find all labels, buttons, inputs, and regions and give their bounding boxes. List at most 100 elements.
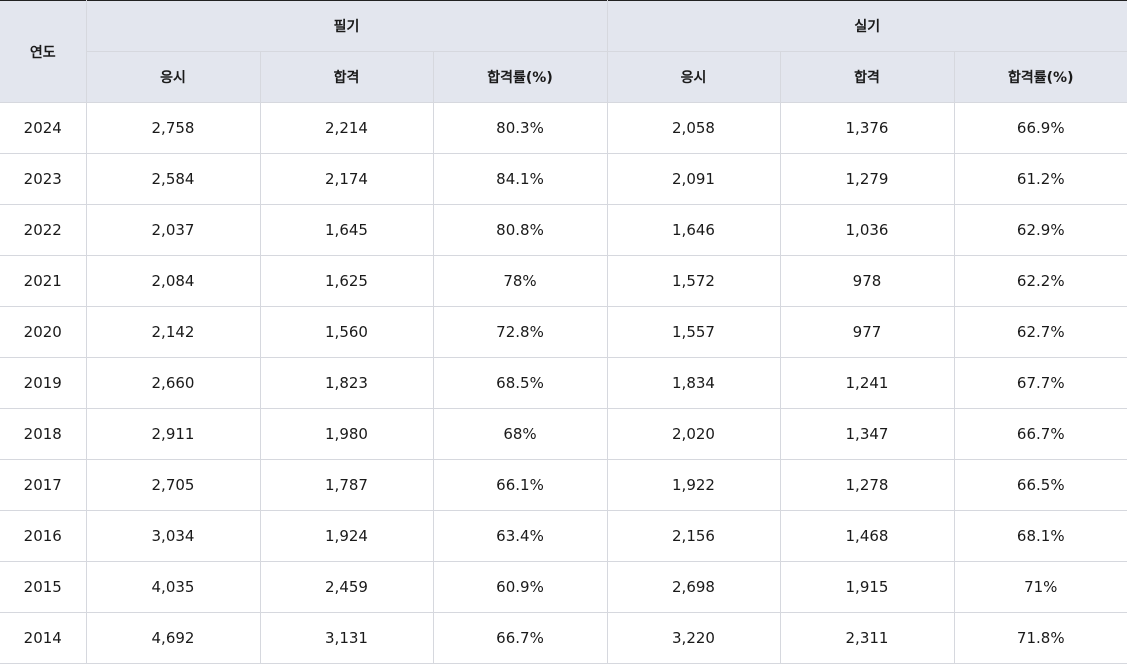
year-cell: 2014 [0, 612, 87, 664]
written-passed-cell: 1,823 [259, 357, 434, 409]
written-passed-header: 합격 [259, 51, 434, 103]
header-group-row: 연도 필기 실기 [0, 0, 1127, 103]
written-pass-rate-header: 합격률(%) [432, 51, 608, 103]
year-cell: 2019 [0, 357, 87, 409]
year-cell: 2015 [0, 561, 87, 613]
year-cell: 2016 [0, 510, 87, 562]
table-row: 2022 2,037 1,645 80.8% 1,646 1,036 62.9% [0, 204, 1127, 256]
year-cell: 2017 [0, 459, 87, 511]
table-row: 2021 2,084 1,625 78% 1,572 978 62.2% [0, 255, 1127, 307]
written-applicants-cell: 2,758 [85, 102, 261, 154]
practical-applicants-cell: 1,646 [606, 204, 781, 256]
table-row: 2016 3,034 1,924 63.4% 2,156 1,468 68.1% [0, 510, 1127, 562]
written-pass-rate-cell: 84.1% [432, 153, 608, 205]
written-passed-cell: 1,625 [259, 255, 434, 307]
practical-passed-cell: 1,279 [779, 153, 955, 205]
table-header: 연도 필기 실기 응시 합격 합격률(%) 응시 합격 합격률(%) [0, 0, 1127, 103]
practical-pass-rate-cell: 66.5% [953, 459, 1127, 511]
practical-pass-rate-cell: 67.7% [953, 357, 1127, 409]
practical-passed-cell: 1,376 [779, 102, 955, 154]
table-row: 2023 2,584 2,174 84.1% 2,091 1,279 61.2% [0, 153, 1127, 205]
practical-pass-rate-cell: 66.7% [953, 408, 1127, 460]
written-exam-header: 필기 [85, 0, 608, 52]
practical-applicants-header: 응시 [606, 51, 781, 103]
written-applicants-header: 응시 [86, 51, 261, 103]
header-column-row: 응시 합격 합격률(%) 응시 합격 합격률(%) [0, 51, 1127, 103]
practical-passed-cell: 1,278 [779, 459, 955, 511]
practical-pass-rate-cell: 61.2% [953, 153, 1127, 205]
written-pass-rate-cell: 68.5% [432, 357, 608, 409]
written-applicants-cell: 2,142 [85, 306, 261, 358]
table-row: 2017 2,705 1,787 66.1% 1,922 1,278 66.5% [0, 459, 1127, 511]
written-applicants-cell: 2,705 [85, 459, 261, 511]
written-passed-cell: 1,980 [259, 408, 434, 460]
table-row: 2020 2,142 1,560 72.8% 1,557 977 62.7% [0, 306, 1127, 358]
written-applicants-cell: 2,660 [85, 357, 261, 409]
practical-passed-header: 합격 [779, 51, 955, 103]
year-header: 연도 [0, 0, 87, 103]
practical-pass-rate-cell: 62.7% [953, 306, 1127, 358]
year-cell: 2018 [0, 408, 87, 460]
written-passed-cell: 2,214 [259, 102, 434, 154]
written-pass-rate-cell: 63.4% [432, 510, 608, 562]
written-applicants-cell: 2,084 [85, 255, 261, 307]
practical-passed-cell: 2,311 [779, 612, 955, 664]
practical-applicants-cell: 2,698 [606, 561, 781, 613]
written-passed-cell: 1,645 [259, 204, 434, 256]
written-passed-cell: 2,459 [259, 561, 434, 613]
practical-applicants-cell: 2,156 [606, 510, 781, 562]
practical-pass-rate-cell: 68.1% [953, 510, 1127, 562]
practical-passed-cell: 1,468 [779, 510, 955, 562]
practical-passed-cell: 978 [779, 255, 955, 307]
practical-applicants-cell: 3,220 [606, 612, 781, 664]
year-cell: 2024 [0, 102, 87, 154]
practical-applicants-cell: 1,572 [606, 255, 781, 307]
practical-pass-rate-cell: 66.9% [953, 102, 1127, 154]
written-applicants-cell: 4,035 [85, 561, 261, 613]
written-passed-cell: 3,131 [259, 612, 434, 664]
practical-applicants-cell: 2,091 [606, 153, 781, 205]
table-row: 2014 4,692 3,131 66.7% 3,220 2,311 71.8% [0, 612, 1127, 664]
year-cell: 2021 [0, 255, 87, 307]
written-pass-rate-cell: 80.3% [432, 102, 608, 154]
practical-passed-cell: 1,347 [779, 408, 955, 460]
table-row: 2015 4,035 2,459 60.9% 2,698 1,915 71% [0, 561, 1127, 613]
written-applicants-cell: 2,037 [85, 204, 261, 256]
written-pass-rate-cell: 68% [432, 408, 608, 460]
practical-pass-rate-cell: 62.2% [953, 255, 1127, 307]
practical-applicants-cell: 1,834 [606, 357, 781, 409]
written-pass-rate-cell: 66.1% [432, 459, 608, 511]
table-row: 2024 2,758 2,214 80.3% 2,058 1,376 66.9% [0, 102, 1127, 154]
practical-exam-header: 실기 [606, 0, 1127, 52]
practical-applicants-cell: 2,020 [606, 408, 781, 460]
practical-passed-cell: 1,241 [779, 357, 955, 409]
practical-pass-rate-cell: 62.9% [953, 204, 1127, 256]
practical-pass-rate-cell: 71% [953, 561, 1127, 613]
written-applicants-cell: 2,911 [85, 408, 261, 460]
year-cell: 2022 [0, 204, 87, 256]
written-applicants-cell: 2,584 [85, 153, 261, 205]
table-row: 2018 2,911 1,980 68% 2,020 1,347 66.7% [0, 408, 1127, 460]
written-pass-rate-cell: 66.7% [432, 612, 608, 664]
written-applicants-cell: 3,034 [85, 510, 261, 562]
written-passed-cell: 2,174 [259, 153, 434, 205]
written-pass-rate-cell: 80.8% [432, 204, 608, 256]
written-pass-rate-cell: 60.9% [432, 561, 608, 613]
written-passed-cell: 1,560 [259, 306, 434, 358]
table-row: 2019 2,660 1,823 68.5% 1,834 1,241 67.7% [0, 357, 1127, 409]
written-pass-rate-cell: 72.8% [432, 306, 608, 358]
year-cell: 2020 [0, 306, 87, 358]
practical-applicants-cell: 1,557 [606, 306, 781, 358]
table-body: 2024 2,758 2,214 80.3% 2,058 1,376 66.9% 2023 2,… [0, 102, 1127, 664]
practical-passed-cell: 977 [779, 306, 955, 358]
year-cell: 2023 [0, 153, 87, 205]
practical-passed-cell: 1,915 [779, 561, 955, 613]
practical-pass-rate-header: 합격률(%) [953, 51, 1127, 103]
practical-applicants-cell: 1,922 [606, 459, 781, 511]
written-passed-cell: 1,924 [259, 510, 434, 562]
practical-pass-rate-cell: 71.8% [953, 612, 1127, 664]
practical-passed-cell: 1,036 [779, 204, 955, 256]
written-pass-rate-cell: 78% [432, 255, 608, 307]
written-applicants-cell: 4,692 [85, 612, 261, 664]
